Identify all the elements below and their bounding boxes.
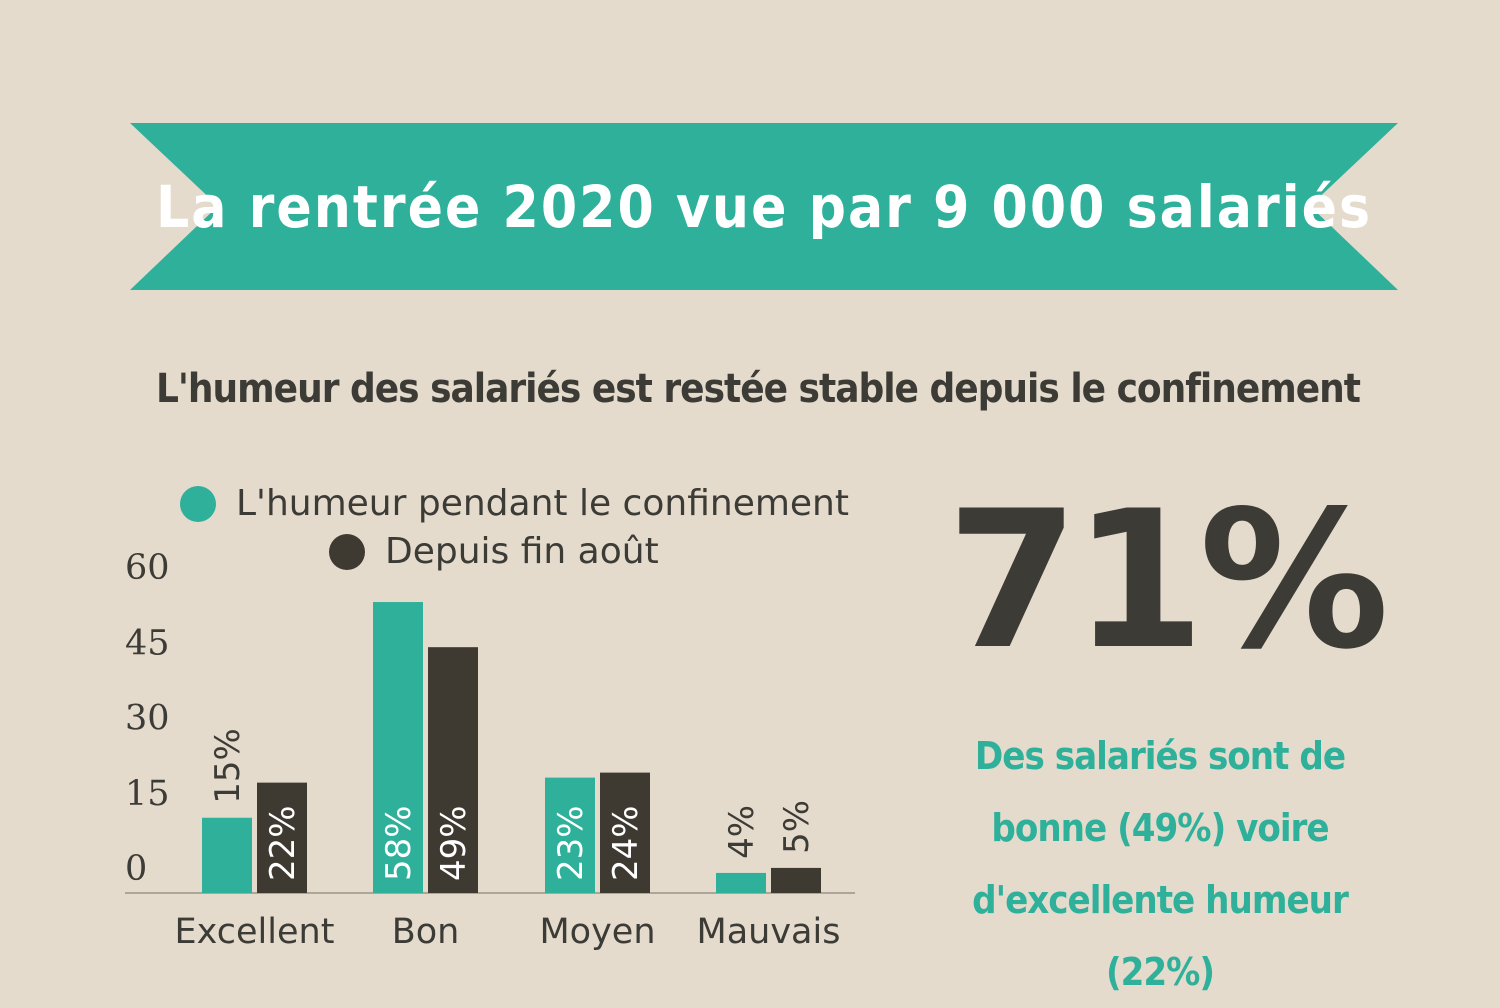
bar [202, 817, 252, 893]
y-tick-label: 45 [125, 623, 170, 663]
chart-subtitle: L'humeur des salariés est restée stable … [155, 366, 1361, 412]
bar-value-label: 22% [263, 805, 303, 881]
category-label: Moyen [539, 912, 655, 952]
legend-item-confinement: L'humeur pendant le confinement [180, 483, 849, 524]
bar-chart: 0 15 30 45 60 Excellent 15% 22% Bon 58% 49% Moyen 23… [125, 548, 855, 952]
bar-value-label: 15% [208, 728, 248, 804]
legend-label-fin-aout: Depuis fin août [385, 531, 659, 572]
bar [257, 782, 307, 893]
legend-dark-dot-icon [329, 533, 365, 570]
title-banner: La rentrée 2020 vue par 9 000 salariés [130, 123, 1398, 290]
bar-value-label: 58% [379, 805, 419, 881]
stat-caption: Des salariés sont de bonne (49%) voire d… [972, 734, 1349, 994]
bar-value-label: 23% [551, 805, 591, 881]
bar [716, 872, 766, 893]
category-label: Bon [392, 912, 460, 952]
banner-ribbon-shape [130, 123, 1398, 290]
bar [428, 647, 478, 893]
bar-value-label: 24% [606, 805, 646, 881]
y-tick-label: 30 [125, 699, 170, 739]
bar-value-label: 49% [434, 805, 474, 881]
banner-title: La rentrée 2020 vue par 9 000 salariés [155, 172, 1373, 241]
stat-value: 71% [946, 470, 1390, 691]
category-label: Mauvais [697, 912, 841, 952]
category-label: Excellent [175, 912, 335, 952]
legend-teal-dot-icon [180, 485, 216, 522]
y-tick-label: 60 [125, 548, 170, 588]
bar [545, 777, 595, 893]
legend-item-fin-aout: Depuis fin août [329, 531, 659, 572]
legend-label-confinement: L'humeur pendant le confinement [236, 483, 849, 524]
bar-value-label: 5% [777, 800, 817, 854]
bar [600, 772, 650, 893]
y-tick-label: 15 [125, 774, 170, 814]
bar [373, 602, 423, 893]
bar-value-label: 4% [722, 805, 762, 859]
y-tick-label: 0 [125, 849, 147, 889]
bar [771, 867, 821, 893]
